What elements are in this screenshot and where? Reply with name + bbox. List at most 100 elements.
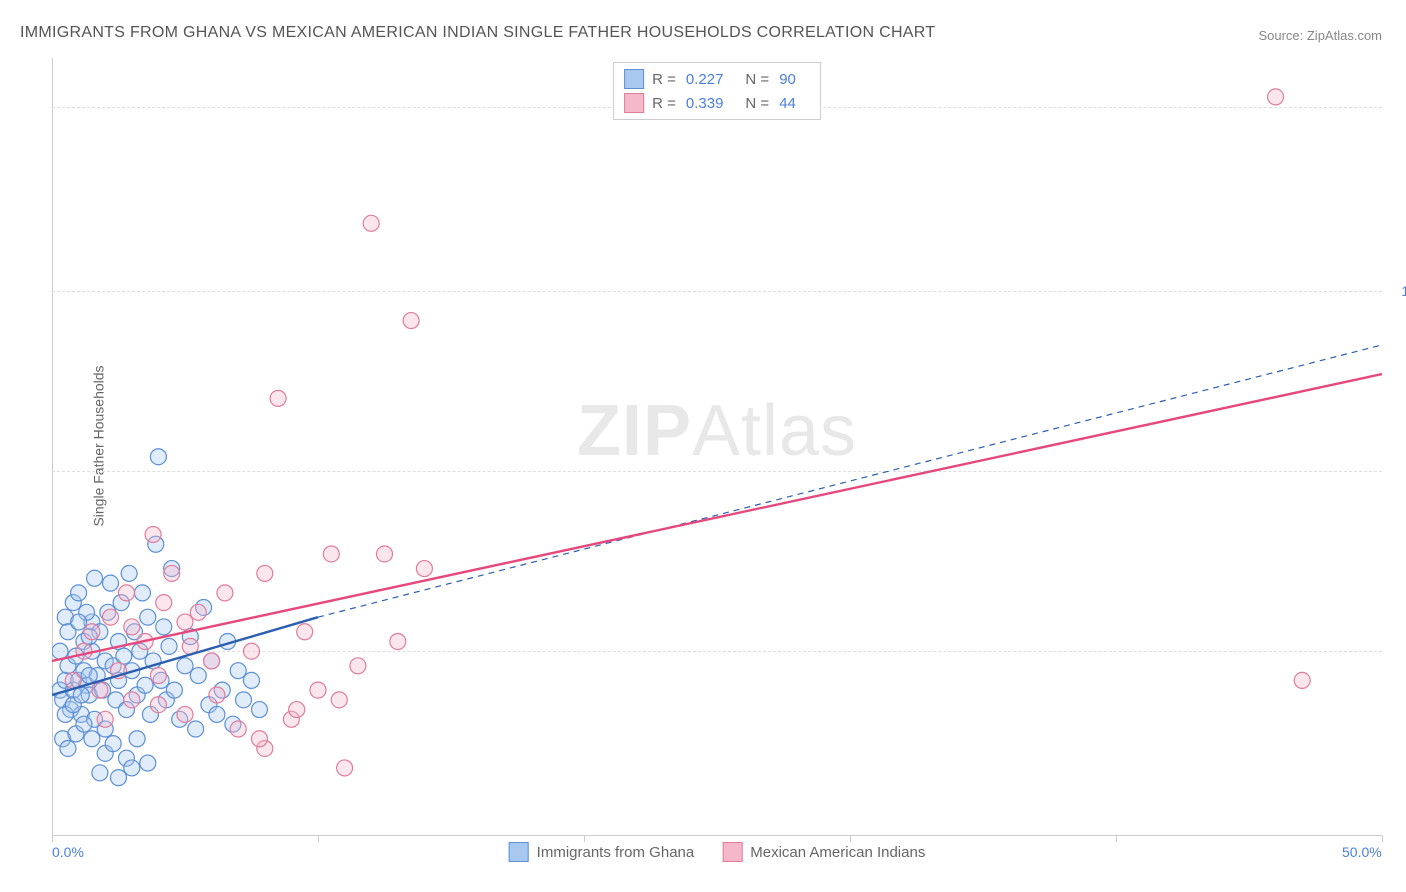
data-point bbox=[251, 731, 267, 747]
mexican-series-label: Mexican American Indians bbox=[750, 844, 925, 861]
x-tick bbox=[1116, 836, 1117, 842]
data-point bbox=[71, 585, 87, 601]
x-tick bbox=[1382, 836, 1383, 842]
data-point bbox=[134, 585, 150, 601]
legend-item-mexican: Mexican American Indians bbox=[722, 842, 925, 862]
data-point bbox=[84, 731, 100, 747]
x-tick bbox=[52, 836, 53, 842]
regression-line bbox=[52, 374, 1382, 661]
data-point bbox=[177, 614, 193, 630]
data-point bbox=[1268, 89, 1284, 105]
data-point bbox=[150, 668, 166, 684]
data-point bbox=[217, 585, 233, 601]
data-point bbox=[150, 449, 166, 465]
data-point bbox=[121, 565, 137, 581]
legend-row-ghana: R = 0.227 N = 90 bbox=[624, 67, 810, 91]
data-point bbox=[71, 614, 87, 630]
legend-item-ghana: Immigrants from Ghana bbox=[509, 842, 695, 862]
legend-stats: R = 0.227 N = 90 R = 0.339 N = 44 bbox=[613, 62, 821, 120]
data-point bbox=[87, 570, 103, 586]
data-point bbox=[156, 619, 172, 635]
data-point bbox=[209, 687, 225, 703]
data-point bbox=[331, 692, 347, 708]
data-point bbox=[350, 658, 366, 674]
data-point bbox=[244, 672, 260, 688]
data-point bbox=[363, 215, 379, 231]
x-tick-label: 0.0% bbox=[52, 844, 84, 860]
r-label: R = bbox=[652, 71, 676, 88]
swatch-ghana bbox=[624, 69, 644, 89]
swatch-mexican bbox=[722, 842, 742, 862]
data-point bbox=[166, 682, 182, 698]
r-label: R = bbox=[652, 95, 676, 112]
plot-area: ZIPAtlas 3.8%7.5%11.2% 0.0%50.0% R = 0.2… bbox=[52, 58, 1382, 836]
legend-series: Immigrants from Ghana Mexican American I… bbox=[509, 842, 926, 862]
data-point bbox=[251, 702, 267, 718]
y-tick-label: 11.2% bbox=[1401, 283, 1406, 299]
data-point bbox=[60, 740, 76, 756]
source-attribution: Source: ZipAtlas.com bbox=[1258, 28, 1382, 43]
data-point bbox=[390, 634, 406, 650]
data-point bbox=[270, 390, 286, 406]
data-point bbox=[190, 604, 206, 620]
data-point bbox=[156, 595, 172, 611]
data-point bbox=[81, 668, 97, 684]
data-point bbox=[164, 565, 180, 581]
ghana-n-value: 90 bbox=[779, 71, 796, 88]
data-point bbox=[190, 668, 206, 684]
ghana-r-value: 0.227 bbox=[686, 71, 724, 88]
data-point bbox=[137, 677, 153, 693]
data-point bbox=[289, 702, 305, 718]
legend-row-mexican: R = 0.339 N = 44 bbox=[624, 91, 810, 115]
data-point bbox=[76, 716, 92, 732]
data-point bbox=[145, 527, 161, 543]
ghana-series-label: Immigrants from Ghana bbox=[537, 844, 695, 861]
data-point bbox=[230, 663, 246, 679]
data-point bbox=[177, 706, 193, 722]
data-point bbox=[118, 585, 134, 601]
data-point bbox=[103, 575, 119, 591]
regression-line bbox=[318, 345, 1382, 617]
mexican-n-value: 44 bbox=[779, 95, 796, 112]
data-point bbox=[244, 643, 260, 659]
n-label: N = bbox=[745, 71, 769, 88]
data-point bbox=[209, 706, 225, 722]
data-point bbox=[140, 755, 156, 771]
data-point bbox=[297, 624, 313, 640]
data-point bbox=[116, 648, 132, 664]
data-point bbox=[310, 682, 326, 698]
data-point bbox=[236, 692, 252, 708]
data-point bbox=[73, 687, 89, 703]
x-tick-label: 50.0% bbox=[1342, 844, 1382, 860]
data-point bbox=[377, 546, 393, 562]
data-point bbox=[76, 643, 92, 659]
data-point bbox=[204, 653, 220, 669]
chart-title: IMMIGRANTS FROM GHANA VS MEXICAN AMERICA… bbox=[20, 24, 935, 42]
data-point bbox=[150, 697, 166, 713]
data-point bbox=[323, 546, 339, 562]
data-point bbox=[337, 760, 353, 776]
data-point bbox=[403, 313, 419, 329]
data-point bbox=[124, 692, 140, 708]
data-point bbox=[105, 736, 121, 752]
data-point bbox=[1294, 672, 1310, 688]
data-point bbox=[230, 721, 246, 737]
x-tick bbox=[318, 836, 319, 842]
data-point bbox=[124, 760, 140, 776]
data-point bbox=[92, 682, 108, 698]
data-point bbox=[140, 609, 156, 625]
data-point bbox=[111, 770, 127, 786]
data-point bbox=[92, 765, 108, 781]
data-point bbox=[257, 565, 273, 581]
data-point bbox=[129, 731, 145, 747]
scatter-svg bbox=[52, 58, 1382, 836]
data-point bbox=[416, 561, 432, 577]
data-point bbox=[97, 711, 113, 727]
data-point bbox=[124, 619, 140, 635]
data-point bbox=[161, 638, 177, 654]
swatch-mexican bbox=[624, 93, 644, 113]
mexican-r-value: 0.339 bbox=[686, 95, 724, 112]
data-point bbox=[188, 721, 204, 737]
data-point bbox=[84, 624, 100, 640]
swatch-ghana bbox=[509, 842, 529, 862]
